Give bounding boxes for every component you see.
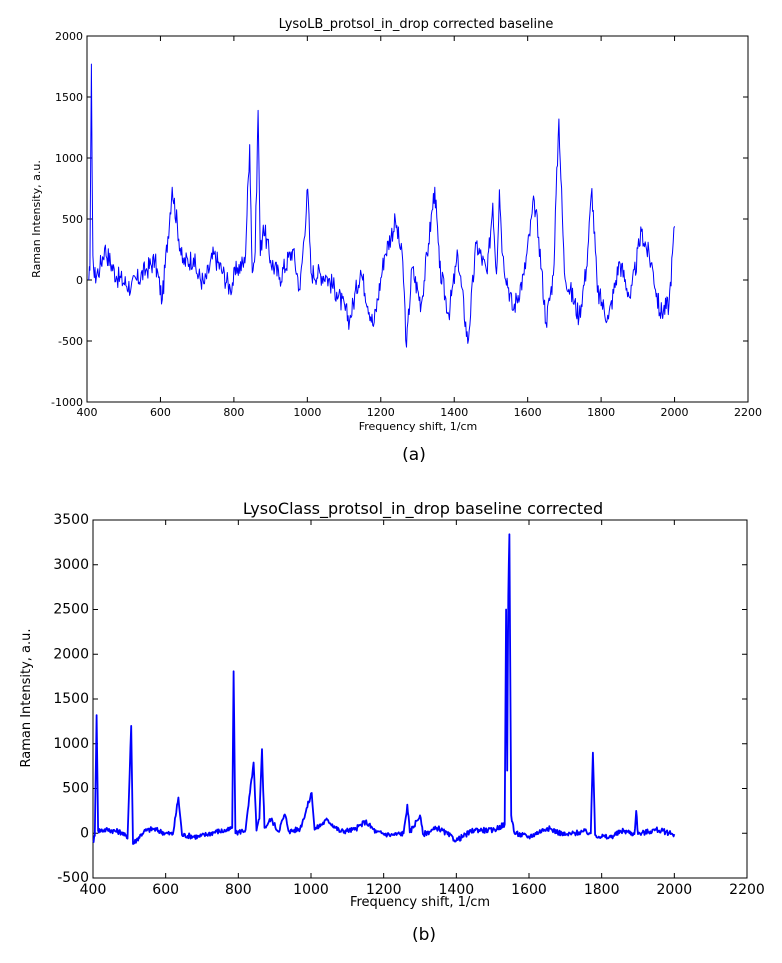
x-tick-label: 1400 xyxy=(440,406,468,419)
x-tick-label: 800 xyxy=(225,882,252,898)
y-tick-label: 1500 xyxy=(55,91,83,104)
x-tick-label: 800 xyxy=(223,406,244,419)
chart-b-series xyxy=(92,533,676,845)
x-tick-label: 1800 xyxy=(587,406,615,419)
y-tick-label: 500 xyxy=(62,781,89,797)
y-tick-label: 3000 xyxy=(53,557,89,573)
x-tick-label: 600 xyxy=(150,406,171,419)
x-tick-label: 1200 xyxy=(366,882,402,898)
spectrum-line xyxy=(92,533,676,845)
x-tick-label: 400 xyxy=(77,406,98,419)
y-tick-label: 0 xyxy=(76,274,83,287)
y-tick-label: 500 xyxy=(62,213,83,226)
y-tick-label: -500 xyxy=(58,335,83,348)
chart-a-caption: (a) xyxy=(402,445,426,465)
x-tick-label: 1000 xyxy=(293,882,329,898)
x-tick-label: 2200 xyxy=(734,406,762,419)
chart-a-xlabel: Frequency shift, 1/cm xyxy=(359,420,478,433)
chart-a-plot-frame xyxy=(86,35,749,403)
chart-b-xlabel: Frequency shift, 1/cm xyxy=(350,895,490,910)
chart-panel-b: LysoClass_protsol_in_drop baseline corre… xyxy=(19,499,765,945)
y-tick-label: 2000 xyxy=(55,30,83,43)
x-tick-label: 2200 xyxy=(729,882,765,898)
x-tick-label: 2000 xyxy=(657,882,693,898)
x-tick-label: 1600 xyxy=(514,406,542,419)
y-tick-label: 3500 xyxy=(53,512,89,528)
chart-b-caption: (b) xyxy=(412,925,436,945)
y-tick-label: 2000 xyxy=(53,646,89,662)
chart-b-plot-frame xyxy=(92,519,748,879)
x-tick-label: 400 xyxy=(80,882,107,898)
chart-a-series xyxy=(88,63,676,348)
y-tick-label: 1000 xyxy=(55,152,83,165)
chart-a-ylabel: Raman Intensity, a.u. xyxy=(30,160,43,278)
x-tick-label: 1600 xyxy=(511,882,547,898)
y-tick-label: 2500 xyxy=(53,602,89,618)
y-tick-label: -500 xyxy=(57,870,89,886)
y-tick-label: 1500 xyxy=(53,691,89,707)
x-tick-label: 2000 xyxy=(661,406,689,419)
x-tick-label: 600 xyxy=(152,882,179,898)
x-tick-label: 1200 xyxy=(367,406,395,419)
chart-a-title: LysoLB_protsol_in_drop corrected baselin… xyxy=(279,17,554,32)
chart-b-title: LysoClass_protsol_in_drop baseline corre… xyxy=(243,499,603,519)
chart-b-ticks: 400 600 800 1000 1200 1400 1600 1800 2000 2200 -50… xyxy=(53,512,764,898)
chart-b-ylabel: Raman Intensity, a.u. xyxy=(19,628,34,767)
x-tick-label: 1400 xyxy=(439,882,475,898)
spectrum-line xyxy=(88,63,676,348)
x-tick-label: 1800 xyxy=(584,882,620,898)
chart-a-ticks: 400 600 800 1000 1200 1400 1600 1800 2000 2200 -10… xyxy=(51,30,762,419)
chart-panel-a: LysoLB_protsol_in_drop corrected baselin… xyxy=(30,17,762,465)
y-tick-label: 0 xyxy=(80,825,89,841)
y-tick-label: 1000 xyxy=(53,736,89,752)
x-tick-label: 1000 xyxy=(293,406,321,419)
y-tick-label: -1000 xyxy=(51,396,83,409)
